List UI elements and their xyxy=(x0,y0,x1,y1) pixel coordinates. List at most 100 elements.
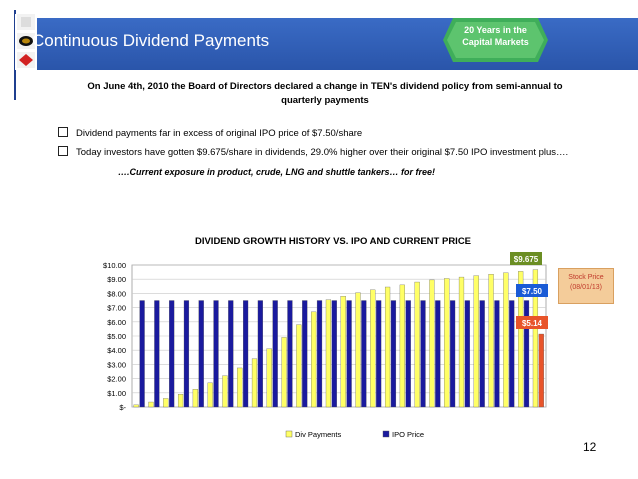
y-tick-label: $1.00 xyxy=(107,389,126,398)
ipo-price-bar xyxy=(346,300,352,408)
div-payment-bar xyxy=(281,337,287,408)
announcement-line-1: On June 4th, 2010 the Board of Directors… xyxy=(87,81,563,92)
y-tick-label: $2.00 xyxy=(107,375,126,384)
ipo-price-bar xyxy=(287,300,293,408)
div-payment-bar xyxy=(399,284,405,408)
div-payment-bar xyxy=(370,289,376,408)
div-payment-bar xyxy=(473,275,479,408)
bullet-text: Today investors have gotten $9.675/share… xyxy=(76,147,569,158)
y-tick-label: $4.00 xyxy=(107,346,126,355)
chart-title: DIVIDEND GROWTH HISTORY VS. IPO AND CURR… xyxy=(195,236,471,247)
y-tick-label: $- xyxy=(119,403,126,412)
div-payment-bar xyxy=(133,404,139,408)
stock-price-note: Stock Price (08/01/13) xyxy=(558,268,614,304)
ipo-price-bar xyxy=(450,300,456,408)
ipo-price-bar xyxy=(154,300,160,408)
data-label: $7.50 xyxy=(522,287,543,296)
ipo-price-bar xyxy=(169,300,175,408)
div-payment-bar xyxy=(488,274,494,408)
div-payment-bar xyxy=(340,296,346,408)
ipo-price-bar xyxy=(183,300,190,408)
flag-icon-3 xyxy=(17,52,35,68)
div-payment-bar xyxy=(251,358,258,408)
bullet-text: Dividend payments far in excess of origi… xyxy=(76,128,363,139)
div-payment-bar xyxy=(325,299,332,408)
ipo-price-bar xyxy=(538,333,544,408)
checkbox-bullet-icon xyxy=(58,146,68,156)
legend-swatch xyxy=(382,430,390,438)
div-payment-bar xyxy=(222,375,228,408)
y-tick-label: $5.00 xyxy=(107,332,126,341)
ipo-price-bar xyxy=(405,300,411,408)
ipo-price-bar xyxy=(376,300,382,408)
legend-label: Div Payments xyxy=(295,430,342,439)
ipo-price-bar xyxy=(272,300,278,408)
checkbox-bullet-icon xyxy=(58,127,68,137)
announcement-line-2: quarterly payments xyxy=(281,95,369,106)
div-payment-bar xyxy=(311,311,317,408)
ipo-price-bar xyxy=(361,300,367,408)
ipo-price-bar xyxy=(213,300,219,408)
stock-note-line-2: (08/01/13) xyxy=(570,284,602,291)
div-payment-bar xyxy=(429,279,435,408)
y-tick-label: $7.00 xyxy=(107,304,126,313)
ipo-price-bar xyxy=(420,300,426,408)
ipo-price-bar xyxy=(479,300,485,408)
data-label-box xyxy=(510,252,542,265)
ipo-price-bar xyxy=(509,300,515,408)
data-label-box xyxy=(516,316,548,329)
anniversary-badge xyxy=(443,18,548,62)
ipo-price-bar xyxy=(464,300,470,408)
company-logo xyxy=(15,14,37,70)
ipo-price-bar xyxy=(523,300,530,408)
div-payment-bar xyxy=(503,272,509,408)
ipo-price-bar xyxy=(435,300,441,408)
y-tick-label: $6.00 xyxy=(107,318,126,327)
div-payment-bar xyxy=(207,382,213,408)
div-payment-bar xyxy=(458,276,465,408)
div-payment-bar xyxy=(518,271,524,408)
ipo-price-bar xyxy=(302,300,308,408)
bullet-item: Dividend payments far in excess of origi… xyxy=(58,127,362,139)
data-label-box xyxy=(516,284,548,297)
div-payment-bar xyxy=(444,278,450,408)
div-payment-bar xyxy=(237,367,243,408)
tagline: ….Current exposure in product, crude, LN… xyxy=(118,167,436,177)
div-payment-bar xyxy=(532,269,539,408)
legend-label: IPO Price xyxy=(392,430,424,439)
announcement: On June 4th, 2010 the Board of Directors… xyxy=(60,80,590,108)
ipo-price-bar xyxy=(228,300,234,408)
div-payment-bar xyxy=(355,292,361,408)
ipo-price-bar xyxy=(257,300,263,408)
y-tick-label: $10.00 xyxy=(103,261,126,270)
y-tick-label: $8.00 xyxy=(107,289,126,298)
ipo-price-bar xyxy=(494,300,500,408)
div-payment-bar xyxy=(148,401,154,408)
ipo-price-bar xyxy=(331,300,337,408)
div-payment-bar xyxy=(414,281,420,408)
legend-swatch xyxy=(285,430,293,438)
div-payment-bar xyxy=(177,394,184,408)
ipo-price-bar xyxy=(390,300,397,408)
page-number: 12 xyxy=(583,440,597,454)
stock-note-line-1: Stock Price xyxy=(568,274,604,281)
y-tick-label: $9.00 xyxy=(107,275,126,284)
div-payment-bar xyxy=(296,324,302,408)
bullet-item: Today investors have gotten $9.675/share… xyxy=(58,146,568,158)
div-payment-bar xyxy=(266,348,272,408)
badge-line-1: 20 Years in the xyxy=(464,25,527,35)
page-title: Continuous Dividend Payments xyxy=(32,31,270,50)
anniversary-badge-text: 20 Years in the Capital Markets xyxy=(443,24,548,48)
badge-line-2: Capital Markets xyxy=(462,37,529,47)
data-label: $5.14 xyxy=(522,319,543,328)
div-payment-bar xyxy=(384,286,391,408)
y-tick-label: $3.00 xyxy=(107,360,126,369)
ipo-price-bar xyxy=(198,300,204,408)
flag-icon-2 xyxy=(17,33,35,49)
ipo-price-bar xyxy=(243,300,249,408)
div-payment-bar xyxy=(163,398,169,408)
div-payment-bar xyxy=(192,389,198,408)
flag-icon-1 xyxy=(17,14,35,30)
ipo-price-bar xyxy=(316,300,323,408)
